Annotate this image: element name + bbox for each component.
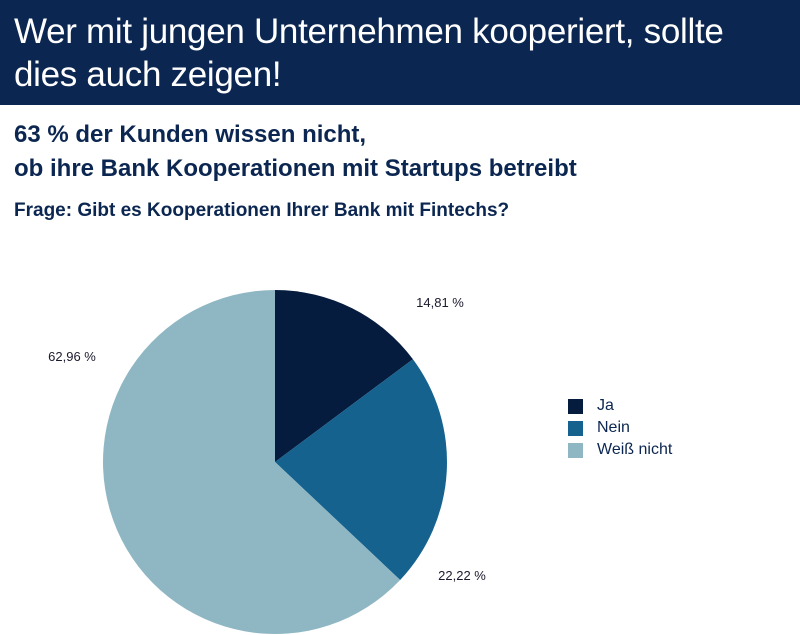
legend-swatch-ja xyxy=(568,398,583,414)
slice-label-ja: 14,81 % xyxy=(416,295,464,310)
legend-label-ja: Ja xyxy=(597,397,614,414)
slice-label-nein: 22,22 % xyxy=(438,568,486,583)
legend-label-weiss-nicht: Weiß nicht xyxy=(597,441,673,458)
subtitle-line-2: ob ihre Bank Kooperationen mit Startups … xyxy=(14,155,577,182)
legend-label-nein: Nein xyxy=(597,419,630,436)
legend-swatch-weiss-nicht xyxy=(568,442,583,458)
slice-label-weiss-nicht: 62,96 % xyxy=(48,349,96,364)
chart-legend: Ja Nein Weiß nicht xyxy=(568,395,672,461)
legend-swatch-nein xyxy=(568,420,583,436)
legend-item-ja: Ja xyxy=(568,395,672,417)
pie-slice-nein xyxy=(275,359,447,581)
pie-slice-weiss-nicht xyxy=(102,290,401,635)
survey-question: Frage: Gibt es Kooperationen Ihrer Bank … xyxy=(14,200,510,221)
pie-slice-ja xyxy=(275,290,413,462)
page-title: Wer mit jungen Unternehmen kooperiert, s… xyxy=(14,12,724,94)
subtitle: 63 % der Kunden wissen nicht, ob ihre Ba… xyxy=(14,118,784,186)
subtitle-line-1: 63 % der Kunden wissen nicht, xyxy=(14,121,367,148)
legend-item-nein: Nein xyxy=(568,417,672,439)
title-banner: Wer mit jungen Unternehmen kooperiert, s… xyxy=(0,0,800,105)
legend-item-weiss-nicht: Weiß nicht xyxy=(568,439,672,461)
